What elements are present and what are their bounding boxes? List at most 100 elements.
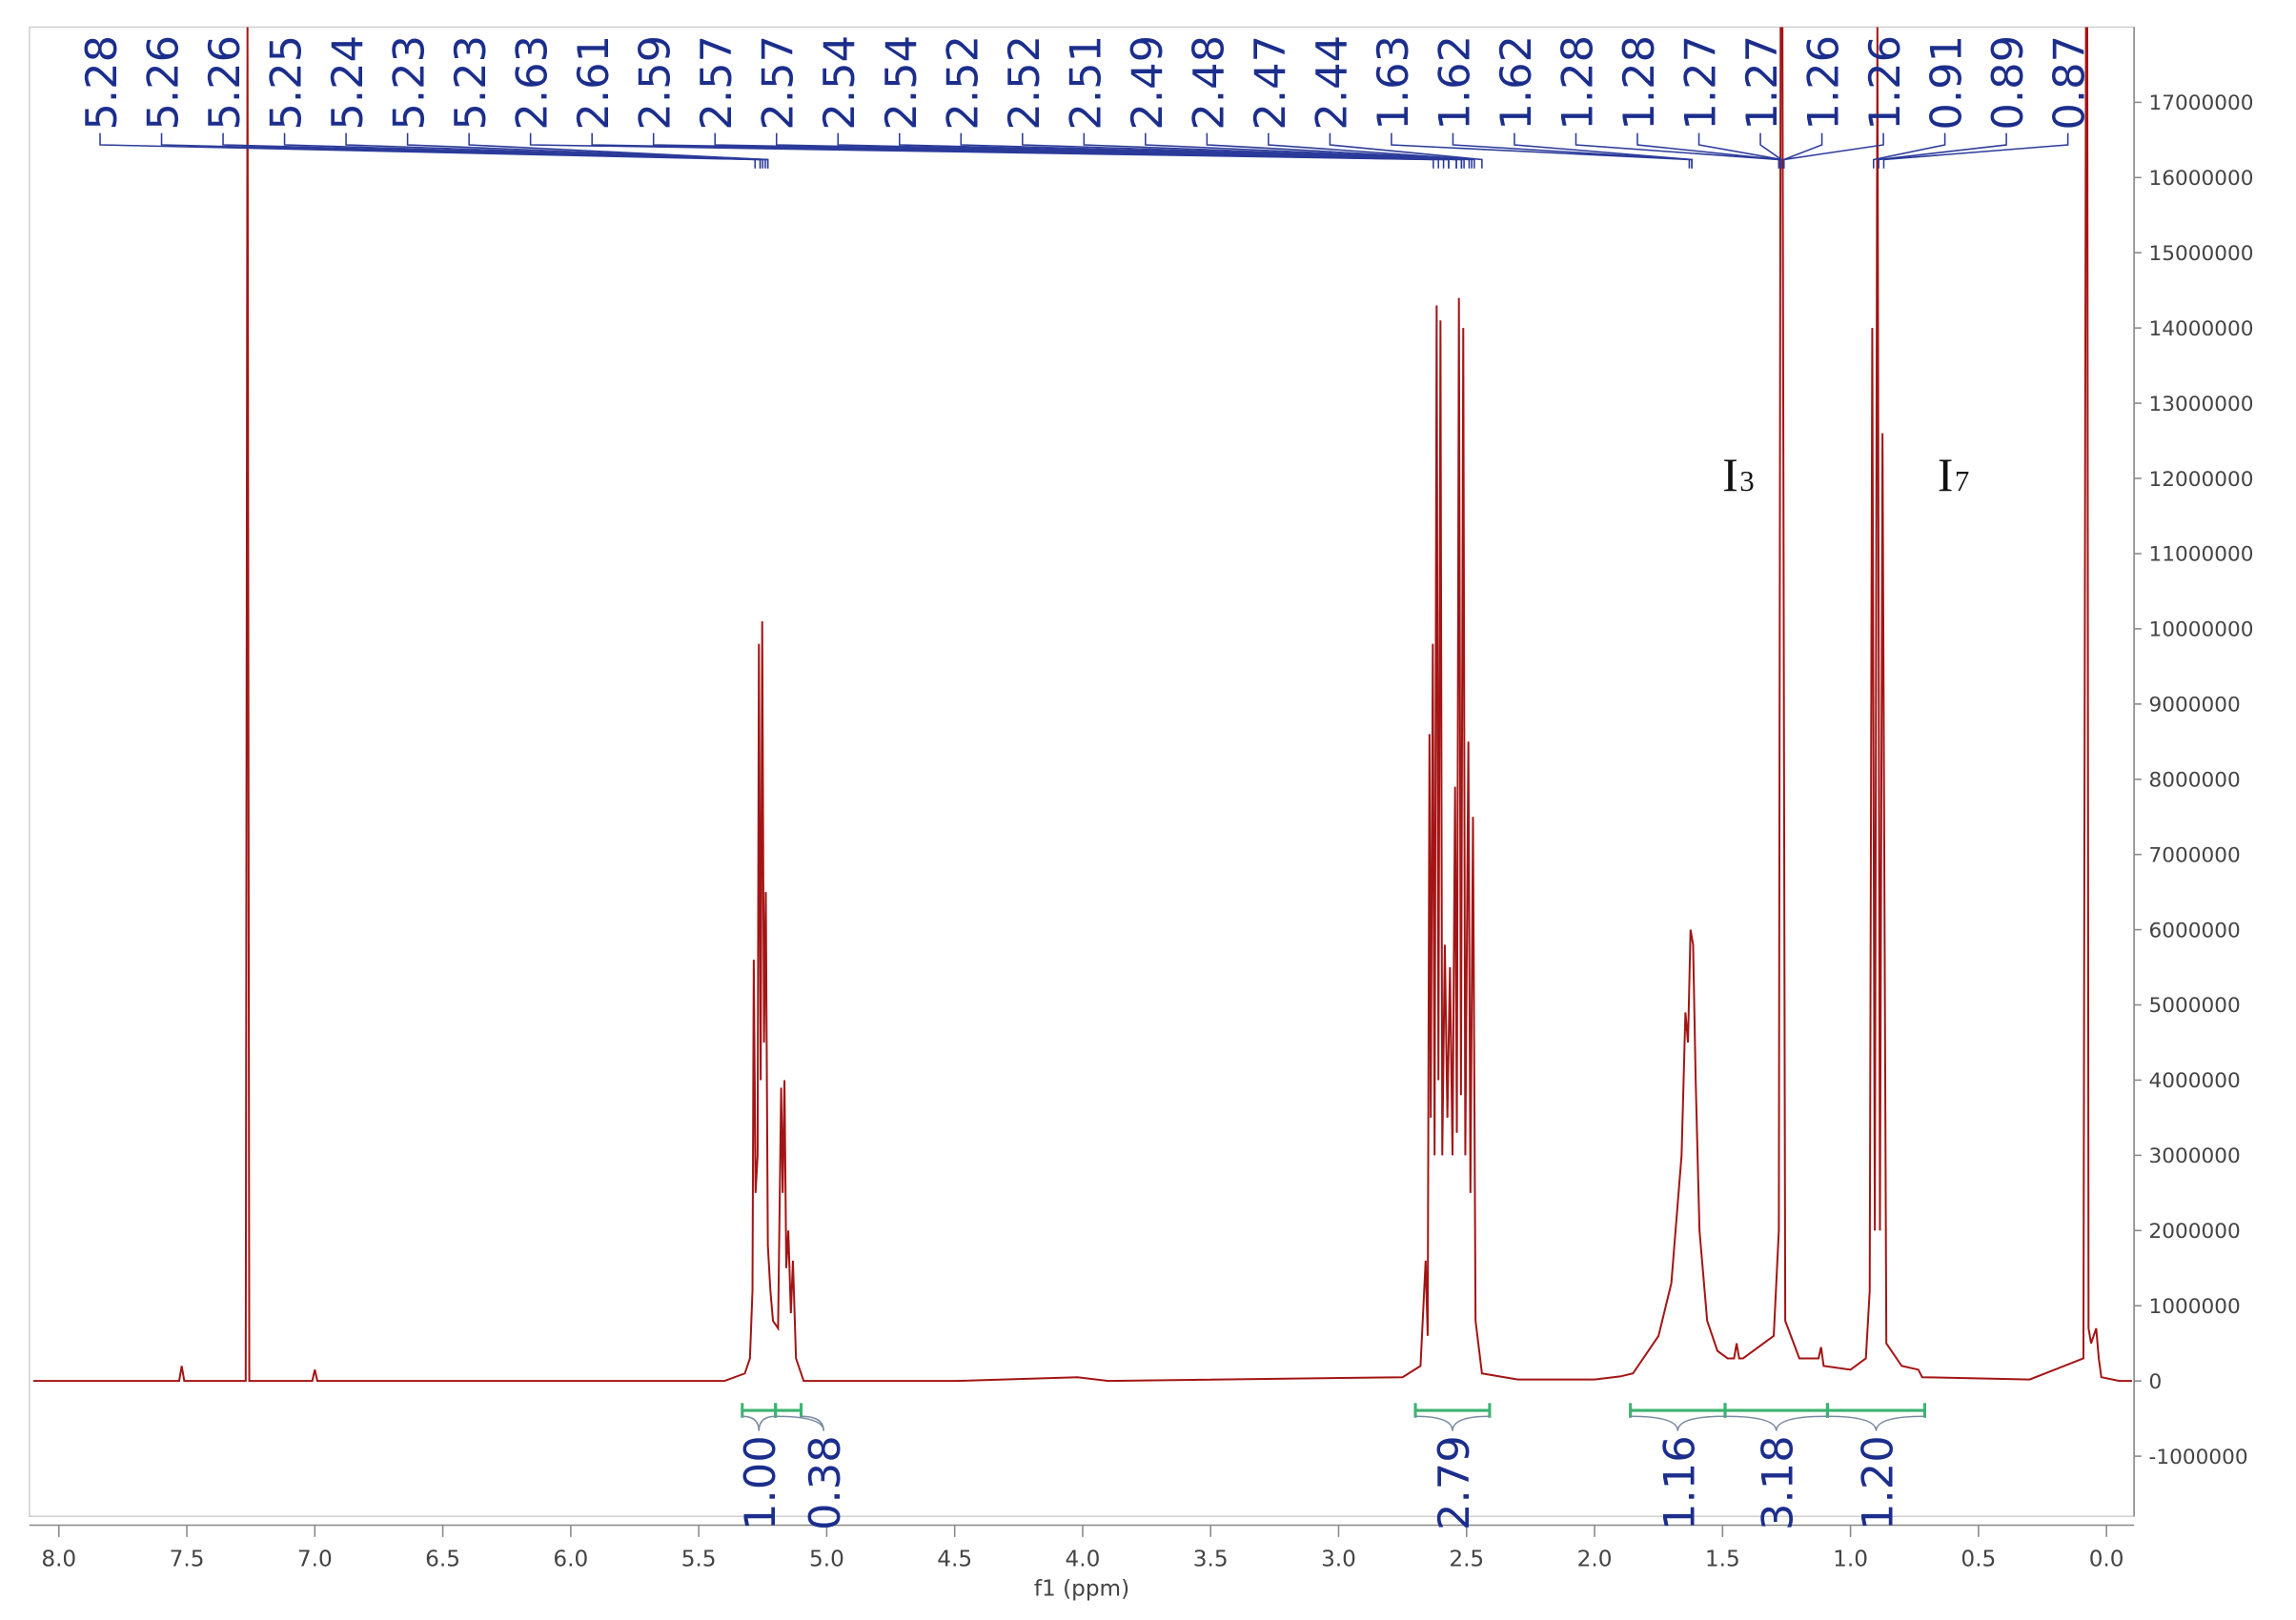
y-tick-label: 4000000: [2149, 1069, 2241, 1093]
integral-label: 1.00: [735, 1435, 785, 1530]
peak-label: 2.54: [814, 35, 864, 131]
spectrum-line: [32, 27, 2132, 1383]
y-tick-label: 16000000: [2149, 167, 2254, 191]
peak-connector: [1575, 132, 1780, 169]
annotation-base: I: [1722, 449, 1737, 501]
peak-label: 2.54: [876, 35, 926, 131]
x-tick-label: 3.0: [1321, 1548, 1356, 1572]
peak-connector: [222, 132, 762, 169]
peak-label: 5.24: [322, 35, 373, 131]
peak-label: 2.61: [568, 35, 619, 131]
y-tick-label: 11000000: [2149, 543, 2254, 567]
integral-label: 2.79: [1429, 1435, 1479, 1530]
peak-connector: [1759, 132, 1782, 169]
peak-label: 2.48: [1183, 35, 1233, 131]
x-tick-label: 1.0: [1833, 1548, 1868, 1572]
peak-label: 1.28: [1552, 35, 1602, 131]
y-tick-label: 8000000: [2149, 768, 2241, 792]
peak-label: 0.91: [1921, 35, 1972, 131]
x-tick-label: 5.0: [809, 1548, 844, 1572]
plot-area: [32, 27, 2132, 1383]
peak-connector: [1083, 132, 1465, 169]
peak-connector: [283, 132, 764, 169]
x-tick-label: 7.0: [297, 1548, 333, 1572]
y-tick-label: 7000000: [2149, 843, 2241, 867]
peak-connector: [1882, 132, 2069, 169]
peak-label: 1.27: [1676, 35, 1726, 131]
annotation-base: I: [1938, 449, 1953, 501]
peak-label: 2.52: [999, 35, 1049, 131]
peak-label: 1.62: [1429, 35, 1479, 131]
peak-label: 5.23: [445, 35, 496, 131]
x-tick-label: 8.0: [41, 1548, 76, 1572]
x-tick-label: 6.5: [425, 1548, 460, 1572]
peak-label: 5.25: [261, 35, 312, 131]
peak-connector: [1636, 132, 1780, 169]
y-tick-label: 17000000: [2149, 91, 2254, 115]
peak-label: 5.23: [384, 35, 435, 131]
peak-label: 1.28: [1614, 35, 1664, 131]
peak-label: 1.26: [1798, 35, 1849, 131]
peak-label: 2.63: [507, 35, 558, 131]
y-tick-label: 12000000: [2149, 468, 2254, 492]
y-tick-label: 15000000: [2149, 242, 2254, 266]
peak-connector: [1329, 132, 1483, 169]
integral-bracket: [742, 1415, 776, 1431]
integral-bracket: [1415, 1415, 1490, 1431]
peak-connector: [1878, 132, 2007, 169]
y-tick-label: 9000000: [2149, 694, 2241, 718]
y-tick-label: 3000000: [2149, 1144, 2241, 1168]
peak-connector: [468, 132, 769, 169]
peak-label: 1.62: [1491, 35, 1541, 131]
peak-label: 0.87: [2044, 35, 2095, 131]
peak-label: 2.57: [691, 35, 742, 131]
peak-connector: [1782, 132, 1884, 169]
peak-label: 2.59: [630, 35, 681, 131]
x-tick-label: 1.5: [1705, 1548, 1740, 1572]
integral-label: 1.16: [1654, 1435, 1704, 1530]
x-tick-label: 3.5: [1193, 1548, 1229, 1572]
peak-connector: [1268, 132, 1475, 169]
peak-label: 1.26: [1859, 35, 1910, 131]
y-tick-label: -1000000: [2149, 1446, 2248, 1469]
x-tick-label: 7.5: [170, 1548, 205, 1572]
peak-connector: [1782, 132, 1823, 169]
peak-connector: [1206, 132, 1473, 169]
peak-connector: [99, 132, 756, 169]
peak-label: 2.57: [753, 35, 803, 131]
plot-frame: [29, 26, 2135, 1518]
x-tick-label: 0.5: [1961, 1548, 1996, 1572]
x-tick-label: 2.0: [1577, 1548, 1613, 1572]
integral-label: 3.18: [1753, 1435, 1803, 1530]
x-tick-label: 0.0: [2089, 1548, 2124, 1572]
integral-bracket: [775, 1415, 824, 1431]
x-tick-label: 6.0: [553, 1548, 588, 1572]
peak-label: 5.26: [199, 35, 250, 131]
y-tick-label: 5000000: [2149, 994, 2241, 1018]
peak-label: 0.89: [1982, 35, 2033, 131]
annotation-index: 3: [1739, 464, 1754, 497]
x-tick-label: 5.5: [681, 1548, 717, 1572]
y-tick-label: 2000000: [2149, 1220, 2241, 1244]
annotation: I3: [1722, 449, 1754, 501]
x-axis-title: f1 (ppm): [1034, 1577, 1129, 1602]
peak-label: 2.52: [937, 35, 987, 131]
annotation-index: 7: [1955, 464, 1969, 497]
x-tick-label: 4.0: [1066, 1548, 1101, 1572]
annotation: I7: [1938, 449, 1969, 501]
peak-label: 1.27: [1737, 35, 1787, 131]
integral-bracket: [1827, 1415, 1925, 1431]
y-tick-label: 10000000: [2149, 618, 2254, 642]
peak-label: 5.28: [76, 35, 127, 131]
y-tick-label: 14000000: [2149, 317, 2254, 341]
peak-connector: [898, 132, 1457, 169]
y-tick-label: 6000000: [2149, 919, 2241, 942]
peak-label: 2.47: [1245, 35, 1295, 131]
integral-label: 1.20: [1852, 1435, 1902, 1530]
y-tick-label: 1000000: [2149, 1295, 2241, 1319]
y-tick-label: 13000000: [2149, 393, 2254, 416]
x-tick-label: 4.5: [937, 1548, 972, 1572]
peak-connector: [1022, 132, 1463, 169]
